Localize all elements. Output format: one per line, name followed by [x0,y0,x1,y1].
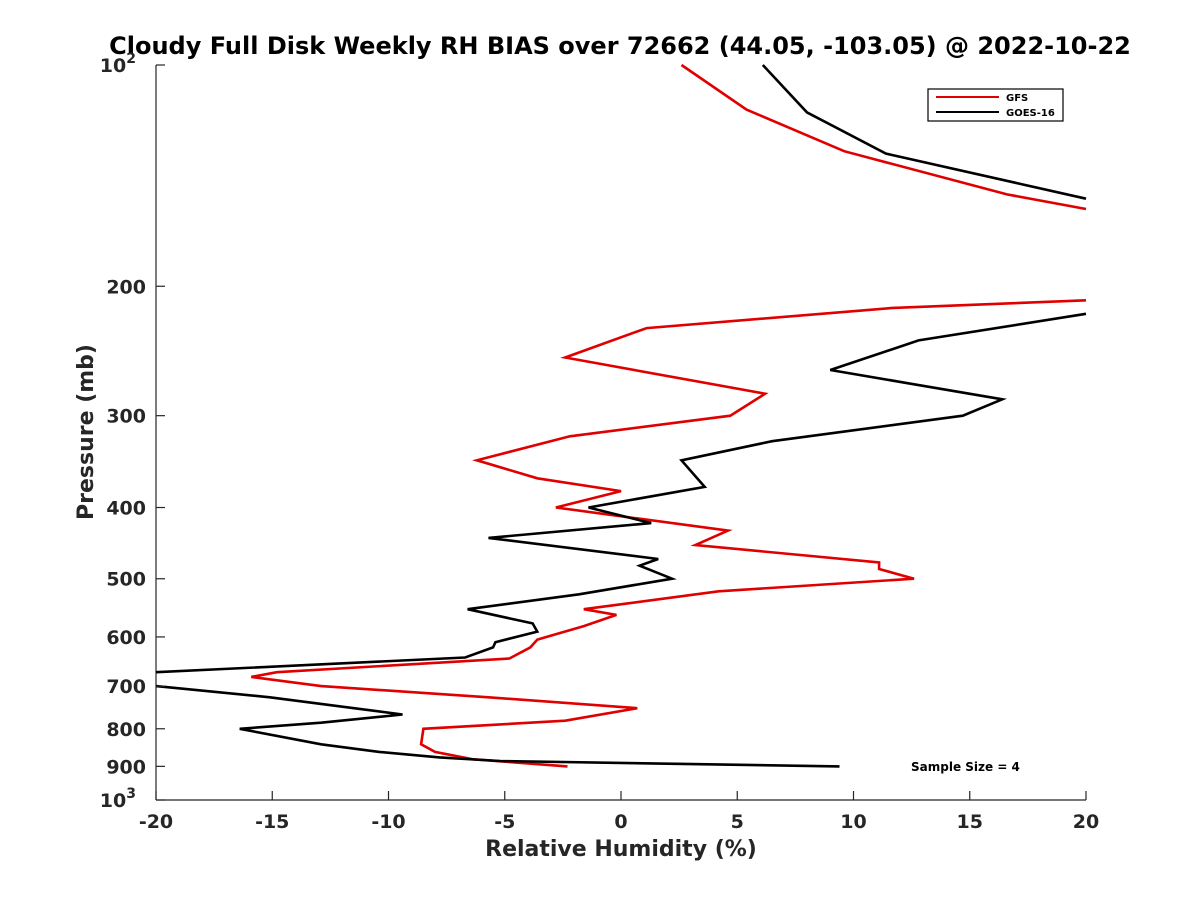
y-axis: 102 200 300 400 500 600 700 800 900 103 [100,51,165,812]
y-axis-label: Pressure (mb) [74,344,99,520]
x-axis-label: Relative Humidity (%) [485,837,757,862]
x-tick-label: 5 [731,811,744,833]
x-tick-label: 10 [840,811,866,833]
y-tick-label: 300 [106,406,146,428]
x-tick-label: 20 [1073,811,1099,833]
x-tick-label: 0 [614,811,627,833]
x-tick-label: 15 [957,811,983,833]
chart-title: Cloudy Full Disk Weekly RH BIAS over 726… [109,32,1131,60]
y-tick-label: 200 [106,276,146,298]
y-tick-label: 800 [106,719,146,741]
legend-label-gfs: GFS [1006,93,1028,104]
x-tick-label: -10 [371,811,405,833]
series-line-goes16 [155,64,1087,768]
sample-size-annotation: Sample Size = 4 [911,760,1020,774]
y-tick-label: 600 [106,627,146,649]
x-tick-label: -20 [139,811,173,833]
y-tick-label: 700 [106,676,146,698]
x-axis: -20 -15 -10 -5 0 5 10 15 20 [139,791,1099,833]
x-tick-label: -15 [255,811,289,833]
legend-box [927,88,1064,122]
y-tick-label: 400 [106,498,146,520]
legend-label-goes16: GOES-16 [1006,108,1055,119]
y-tick-label: 102 [100,51,136,77]
x-tick-label: -5 [494,811,515,833]
y-tick-label: 500 [106,569,146,591]
y-tick-label: 900 [106,756,146,778]
legend: GFS GOES-16 [927,88,1064,122]
plot-area [155,63,1087,801]
series-line-gfs [251,63,1087,768]
y-tick-label: 103 [100,786,136,812]
